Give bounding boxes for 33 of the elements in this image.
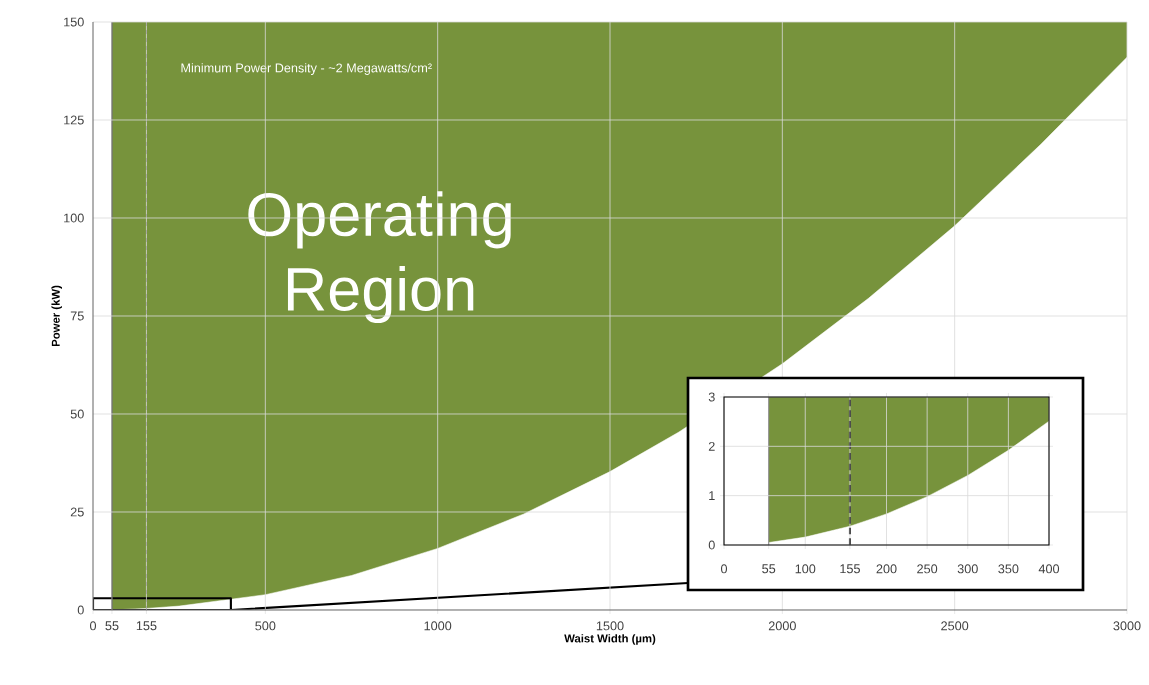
y-tick-label: 50 bbox=[70, 409, 84, 419]
annotation: Minimum Power Density - ~2 Megawatts/cm² bbox=[181, 63, 432, 75]
y-tick-label: 2 bbox=[708, 441, 715, 451]
y-tick-label: 3 bbox=[708, 392, 715, 402]
y-tick-label: 150 bbox=[64, 17, 84, 27]
x-tick-label: 0 bbox=[89, 621, 97, 631]
x-tick-label: 1000 bbox=[424, 621, 452, 631]
x-tick-label: 100 bbox=[795, 564, 816, 574]
x-tick-label: 250 bbox=[917, 564, 938, 574]
y-axis-title: Power (kW) bbox=[51, 285, 62, 347]
x-tick-label: 1500 bbox=[596, 621, 624, 631]
x-tick-label: 0 bbox=[720, 564, 728, 574]
x-tick-label: 3000 bbox=[1113, 621, 1141, 631]
x-tick-label: 400 bbox=[1038, 564, 1060, 574]
x-tick-label: 300 bbox=[957, 564, 978, 574]
y-tick-label: 1 bbox=[709, 491, 715, 501]
y-tick-label: 25 bbox=[70, 507, 84, 517]
x-tick-label: 155 bbox=[840, 564, 860, 574]
y-tick-label: 125 bbox=[64, 115, 84, 125]
x-tick-label: 350 bbox=[998, 564, 1019, 574]
annotation: Operating Region bbox=[248, 191, 511, 324]
x-tick-label: 155 bbox=[136, 621, 157, 631]
x-axis-title: Waist Width (µm) bbox=[564, 634, 656, 645]
x-tick-label: 55 bbox=[762, 564, 776, 574]
y-tick-label: 0 bbox=[77, 605, 84, 615]
y-tick-label: 100 bbox=[64, 213, 84, 223]
x-tick-label: 2500 bbox=[941, 621, 969, 631]
y-tick-label: 0 bbox=[708, 540, 715, 550]
y-tick-label: 75 bbox=[70, 311, 84, 321]
x-tick-label: 200 bbox=[876, 564, 897, 574]
x-tick-label: 2000 bbox=[768, 621, 796, 631]
x-tick-label: 55 bbox=[105, 621, 119, 631]
x-tick-label: 500 bbox=[255, 621, 276, 631]
